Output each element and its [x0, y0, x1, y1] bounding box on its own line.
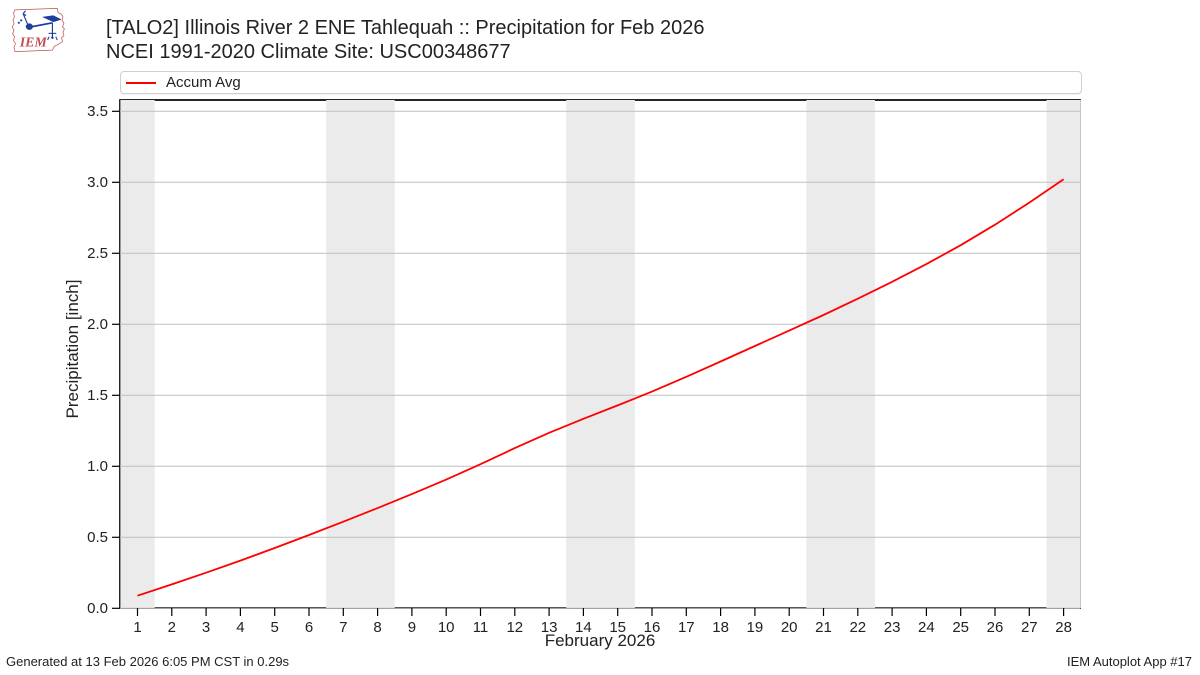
svg-text:0.0: 0.0	[87, 600, 108, 617]
svg-text:7: 7	[339, 619, 347, 635]
svg-text:1: 1	[133, 619, 141, 635]
svg-text:22: 22	[849, 619, 866, 635]
svg-text:28: 28	[1055, 619, 1072, 635]
svg-text:13: 13	[541, 619, 558, 635]
svg-text:1.0: 1.0	[87, 458, 108, 475]
svg-text:16: 16	[644, 619, 661, 635]
svg-text:21: 21	[815, 619, 832, 635]
svg-text:6: 6	[305, 619, 313, 635]
svg-text:17: 17	[678, 619, 695, 635]
svg-text:2.0: 2.0	[87, 316, 108, 333]
svg-text:4: 4	[236, 619, 244, 635]
svg-text:3: 3	[202, 619, 210, 635]
svg-text:1.5: 1.5	[87, 387, 108, 404]
svg-text:10: 10	[438, 619, 455, 635]
svg-text:19: 19	[747, 619, 764, 635]
svg-text:23: 23	[884, 619, 901, 635]
svg-text:11: 11	[473, 619, 489, 635]
svg-text:5: 5	[271, 619, 279, 635]
svg-text:26: 26	[987, 619, 1004, 635]
svg-text:12: 12	[506, 619, 523, 635]
svg-text:2.5: 2.5	[87, 245, 108, 262]
svg-text:8: 8	[373, 619, 381, 635]
svg-text:20: 20	[781, 619, 798, 635]
svg-text:9: 9	[408, 619, 416, 635]
svg-text:27: 27	[1021, 619, 1038, 635]
svg-text:2: 2	[168, 619, 176, 635]
svg-text:15: 15	[609, 619, 626, 635]
svg-text:24: 24	[918, 619, 935, 635]
svg-text:14: 14	[575, 619, 592, 635]
svg-text:18: 18	[712, 619, 729, 635]
svg-text:25: 25	[952, 619, 969, 635]
svg-text:IEM: IEM	[19, 35, 48, 50]
svg-text:3.0: 3.0	[87, 174, 108, 191]
svg-text:0.5: 0.5	[87, 529, 108, 546]
svg-text:3.5: 3.5	[87, 103, 108, 120]
